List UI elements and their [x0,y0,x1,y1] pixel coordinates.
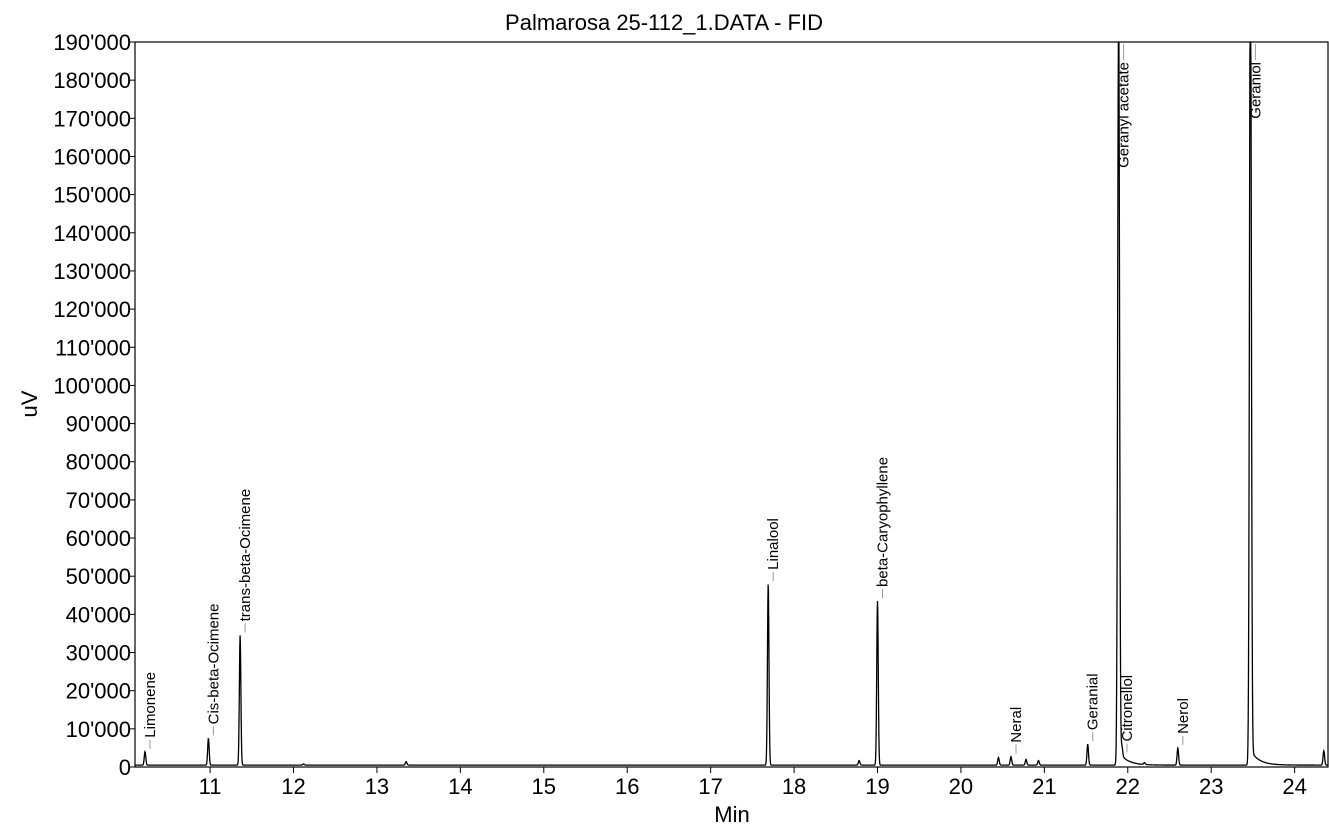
y-tick-label: 70'000 [66,488,131,513]
x-tick-label: 22 [1116,774,1140,799]
x-tick-label: 24 [1282,774,1306,799]
x-tick-label: 12 [281,774,305,799]
peak-label-geranyl-acetate: Geranyl acetate [1116,62,1133,168]
x-tick-label: 15 [532,774,556,799]
x-tick-label: 13 [365,774,389,799]
chromatogram-trace [135,41,1328,766]
y-tick-label: 110'000 [55,335,131,360]
peak-label-cis-beta-ocimene: Cis-beta-Ocimene [205,604,222,725]
y-tick-label: 60'000 [66,526,131,551]
x-tick-label: 14 [448,774,472,799]
y-tick-label: 180'000 [53,68,131,93]
peak-label-trans-beta-ocimene: trans-beta-Ocimene [237,489,254,622]
y-tick-label: 150'000 [53,183,131,208]
x-tick-label: 23 [1199,774,1223,799]
y-tick-label: 30'000 [66,641,131,666]
x-tick-label: 20 [949,774,973,799]
y-tick-label: 130'000 [53,259,131,284]
peak-label-nerol: Nerol [1175,698,1192,734]
x-axis: 11 12 13 14 15 16 17 18 19 20 21 22 23 24 [199,767,1307,799]
x-tick-label: 21 [1032,774,1056,799]
peak-label-citronellol: Citronellol [1119,675,1136,742]
y-tick-label: 100'000 [53,373,131,398]
peak-label-geranial: Geranial [1085,673,1102,730]
y-tick-label: 10'000 [66,717,131,742]
chart-title: Palmarosa 25-112_1.DATA - FID [505,10,823,35]
y-axis-label: uV [17,390,42,417]
peak-label-geraniol: Geraniol [1247,62,1264,119]
y-tick-label: 90'000 [66,412,131,437]
x-tick-label: 19 [865,774,889,799]
x-tick-label: 11 [199,774,222,799]
y-tick-label: 20'000 [66,679,131,704]
y-tick-label: 190'000 [53,30,131,55]
plot-frame [134,41,1329,768]
y-tick-label: 170'000 [53,106,131,131]
peak-labels: Limonene Cis-beta-Ocimene trans-beta-Ocime… [142,44,1264,754]
x-tick-label: 17 [698,774,722,799]
peak-label-limonene: Limonene [142,672,159,738]
peak-label-beta-caryophyllene: beta-Caryophyllene [874,457,891,587]
y-tick-label: 80'000 [66,450,131,475]
peak-label-linalool: Linalool [765,518,782,570]
x-axis-label: Min [714,802,749,827]
y-tick-label: 50'000 [66,564,131,589]
y-tick-label: 140'000 [53,221,131,246]
y-tick-label: 160'000 [53,144,131,169]
y-tick-label: 120'000 [53,297,131,322]
y-tick-label: 0 [119,755,131,780]
x-tick-label: 16 [615,774,639,799]
peak-label-neral: Neral [1008,707,1025,743]
y-axis: 0 10'000 20'000 30'000 40'000 50'000 60'000 70'… [53,30,135,780]
x-tick-label: 18 [782,774,806,799]
y-tick-label: 40'000 [66,602,131,627]
